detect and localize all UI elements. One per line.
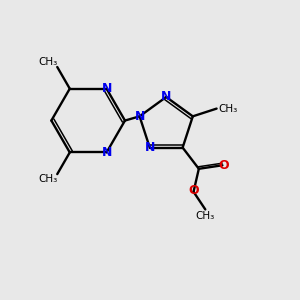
Text: N: N — [101, 82, 112, 95]
Text: O: O — [188, 184, 199, 197]
Text: N: N — [134, 110, 145, 123]
Text: CH₃: CH₃ — [196, 211, 215, 221]
Text: CH₃: CH₃ — [38, 57, 57, 67]
Text: N: N — [161, 91, 171, 103]
Text: CH₃: CH₃ — [38, 174, 57, 184]
Text: O: O — [218, 159, 229, 172]
Text: N: N — [101, 146, 112, 159]
Text: CH₃: CH₃ — [218, 103, 237, 114]
Text: N: N — [145, 141, 155, 154]
